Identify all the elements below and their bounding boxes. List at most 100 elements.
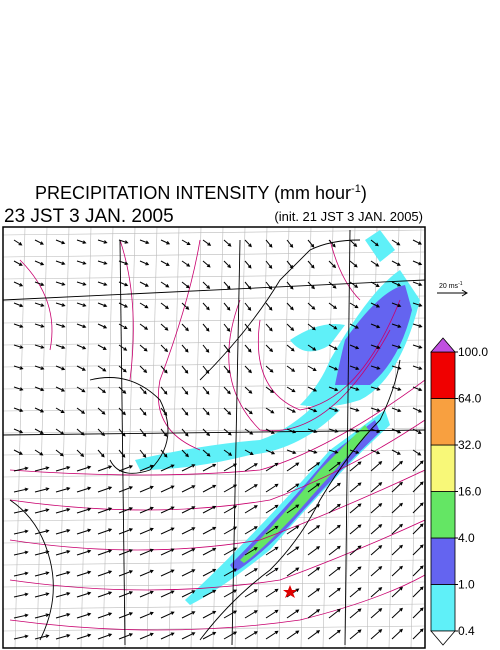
wind-arrow xyxy=(370,629,383,640)
wind-arrow xyxy=(118,386,127,394)
wind-arrow xyxy=(118,633,134,640)
wind-arrow xyxy=(160,506,175,514)
wind-arrow xyxy=(13,550,29,556)
wind-arrow xyxy=(76,549,92,556)
wind-arrow xyxy=(244,526,258,535)
wind-arrow xyxy=(202,302,210,311)
wind-arrow xyxy=(307,567,321,577)
wind-arrow xyxy=(328,428,339,433)
vector-key: 20 ms-1 xyxy=(437,281,468,297)
wind-arrow xyxy=(370,461,383,472)
wind-arrow xyxy=(97,281,108,286)
wind-arrow xyxy=(13,571,29,577)
wind-arrow xyxy=(34,386,45,392)
wind-arrow xyxy=(391,386,402,391)
wind-arrow xyxy=(349,281,359,288)
wind-arrow xyxy=(97,428,106,437)
wind-arrow xyxy=(265,588,279,598)
wind-arrow xyxy=(265,428,275,434)
isobars xyxy=(9,239,425,631)
wind-arrow xyxy=(97,365,107,372)
wind-arrow xyxy=(97,486,113,493)
wind-arrow xyxy=(97,570,113,577)
wind-arrow xyxy=(76,281,87,286)
grid-line xyxy=(3,559,425,566)
wind-arrow xyxy=(391,344,402,349)
wind-arrow xyxy=(97,239,108,244)
wind-arrow xyxy=(328,449,339,454)
wind-arrow xyxy=(55,612,71,619)
wind-arrow xyxy=(265,630,279,640)
wind-arrow xyxy=(349,482,362,493)
wind-arrow xyxy=(286,609,300,619)
wind-arrow xyxy=(160,281,170,288)
wind-arrow xyxy=(139,386,147,395)
wind-arrow xyxy=(349,407,360,412)
wind-arrow xyxy=(244,568,258,577)
wind-arrow xyxy=(412,481,424,493)
wind-arrow xyxy=(160,323,169,331)
wind-arrow xyxy=(307,609,321,619)
wind-arrow xyxy=(328,239,336,248)
grid-line xyxy=(3,251,425,258)
wind-arrow xyxy=(412,544,424,556)
wind-arrow xyxy=(412,586,424,598)
title-closing: ) xyxy=(361,183,367,203)
wind-arrow xyxy=(181,344,189,353)
wind-arrow xyxy=(76,260,87,265)
colorbar-segment xyxy=(430,398,456,446)
wind-arrow xyxy=(76,486,92,493)
wind-arrow xyxy=(97,386,106,394)
wind-arrow xyxy=(139,407,147,416)
grid-line xyxy=(3,427,425,434)
wind-arrow xyxy=(181,239,191,246)
wind-arrow xyxy=(160,407,168,416)
grid-line xyxy=(14,227,26,648)
grid-line xyxy=(3,405,425,412)
wind-arrow xyxy=(391,365,402,370)
grid-line xyxy=(146,227,158,648)
wind-arrow xyxy=(391,607,403,619)
wind-arrow xyxy=(307,449,318,454)
wind-arrow xyxy=(181,281,190,289)
wind-arrow xyxy=(13,260,23,266)
wind-arrow xyxy=(76,449,85,458)
wind-arrow xyxy=(97,633,113,640)
wind-arrow xyxy=(370,239,379,247)
wind-arrow xyxy=(412,365,423,370)
colorbar-segment xyxy=(430,584,456,632)
wind-arrow xyxy=(202,484,217,493)
wind-arrow xyxy=(349,608,362,619)
wind-arrow xyxy=(412,281,423,287)
wind-arrow xyxy=(97,344,107,350)
wind-arrow xyxy=(118,465,134,472)
wind-arrow xyxy=(412,407,423,413)
wind-arrow xyxy=(181,590,196,598)
wind-arrow xyxy=(265,504,279,514)
colorbar-label: 100.0 xyxy=(458,345,488,359)
wind-arrow xyxy=(265,365,274,373)
wind-arrow xyxy=(244,631,258,640)
wind-arrow xyxy=(370,365,381,370)
wind-arrow xyxy=(370,302,381,308)
wind-arrow xyxy=(307,239,315,248)
wind-arrow xyxy=(391,281,402,287)
wind-arrow xyxy=(34,239,44,245)
wind-arrow xyxy=(349,239,358,247)
wind-arrow xyxy=(118,591,134,598)
wind-arrow xyxy=(55,344,66,349)
wind-arrow xyxy=(244,260,252,269)
wind-arrow xyxy=(412,607,424,619)
wind-arrow xyxy=(370,545,383,556)
wind-arrow xyxy=(370,503,383,514)
wind-arrow xyxy=(307,344,317,351)
wind-arrow xyxy=(307,462,321,472)
wind-arrow xyxy=(223,568,238,577)
wind-arrow xyxy=(307,588,321,598)
wind-arrow xyxy=(139,323,149,330)
wind-arrow xyxy=(181,527,196,535)
wind-arrow xyxy=(223,260,232,269)
wind-arrow xyxy=(328,386,339,392)
wind-arrow xyxy=(223,386,231,395)
wind-arrow xyxy=(139,281,149,287)
